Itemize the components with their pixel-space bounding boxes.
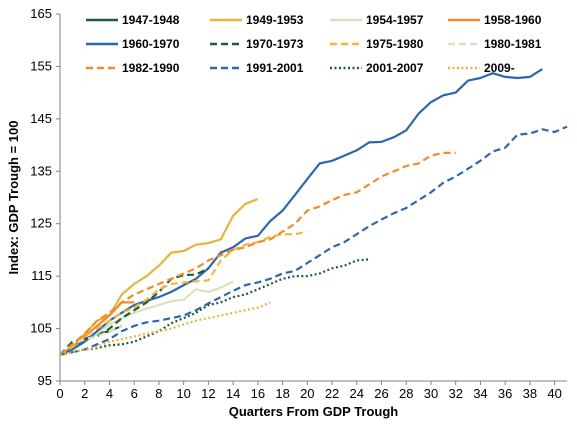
series-line-1982-1990 [59, 151, 456, 356]
legend-label: 1949-1953 [246, 13, 304, 27]
legend-label: 2009- [484, 61, 515, 75]
legend-label: 1982-1990 [122, 61, 180, 75]
x-tick-label: 32 [448, 386, 462, 401]
x-tick-label: 4 [106, 386, 113, 401]
legend-label: 1980-1981 [484, 37, 542, 51]
x-tick-labels: 0 2 4 6 8 10 12 14 16 18 20 22 24 26 28 30 32 34 36 38 40 [56, 381, 562, 401]
legend-label: 1975-1980 [366, 37, 424, 51]
x-tick-label: 36 [498, 386, 512, 401]
legend-label: 1954-1957 [366, 13, 424, 27]
x-tick-label: 24 [350, 386, 364, 401]
axes [59, 14, 567, 382]
legend-label: 1960-1970 [122, 37, 180, 51]
x-tick-label: 2 [81, 386, 88, 401]
series-line-1991-2001 [59, 125, 568, 356]
series-line-1960-1970 [59, 68, 543, 356]
y-tick-labels: 95 105 115 125 135 145 155 165 [30, 6, 60, 388]
x-tick-label: 34 [473, 386, 487, 401]
y-tick-label: 135 [30, 163, 52, 178]
x-tick-label: 0 [56, 386, 63, 401]
x-tick-label: 8 [155, 386, 162, 401]
x-tick-label: 10 [176, 386, 190, 401]
x-tick-label: 26 [374, 386, 388, 401]
series-line-2009- [59, 301, 271, 356]
y-tick-label: 105 [30, 321, 52, 336]
x-tick-label: 38 [523, 386, 537, 401]
x-tick-label: 12 [201, 386, 215, 401]
series-line-1954-1957 [59, 280, 234, 356]
legend-label: 1970-1973 [246, 37, 304, 51]
legend: 1947-1948 1949-1953 1954-1957 1958-1960 1960… [86, 13, 542, 75]
y-tick-label: 95 [38, 373, 52, 388]
y-axis-title: Index: GDP Trough = 100 [6, 121, 21, 275]
x-tick-label: 18 [275, 386, 289, 401]
x-tick-label: 28 [399, 386, 413, 401]
x-tick-label: 40 [547, 386, 561, 401]
y-tick-label: 145 [30, 111, 52, 126]
legend-label: 1947-1948 [122, 13, 180, 27]
x-axis-title: Quarters From GDP Trough [229, 404, 399, 419]
series-line-1975-1980 [59, 230, 308, 356]
y-tick-label: 165 [30, 6, 52, 21]
legend-label: 1991-2001 [246, 61, 304, 75]
y-tick-label: 125 [30, 216, 52, 231]
x-tick-label: 14 [226, 386, 240, 401]
x-tick-label: 30 [424, 386, 438, 401]
x-tick-label: 6 [131, 386, 138, 401]
series-line-1970-1973 [59, 267, 209, 356]
y-tick-label: 115 [31, 268, 52, 283]
x-tick-label: 16 [251, 386, 265, 401]
x-tick-label: 20 [300, 386, 314, 401]
x-tick-label: 22 [325, 386, 339, 401]
legend-label: 2001-2007 [366, 61, 424, 75]
legend-label: 1958-1960 [484, 13, 542, 27]
y-tick-label: 155 [30, 58, 52, 73]
series-lines [59, 68, 568, 356]
